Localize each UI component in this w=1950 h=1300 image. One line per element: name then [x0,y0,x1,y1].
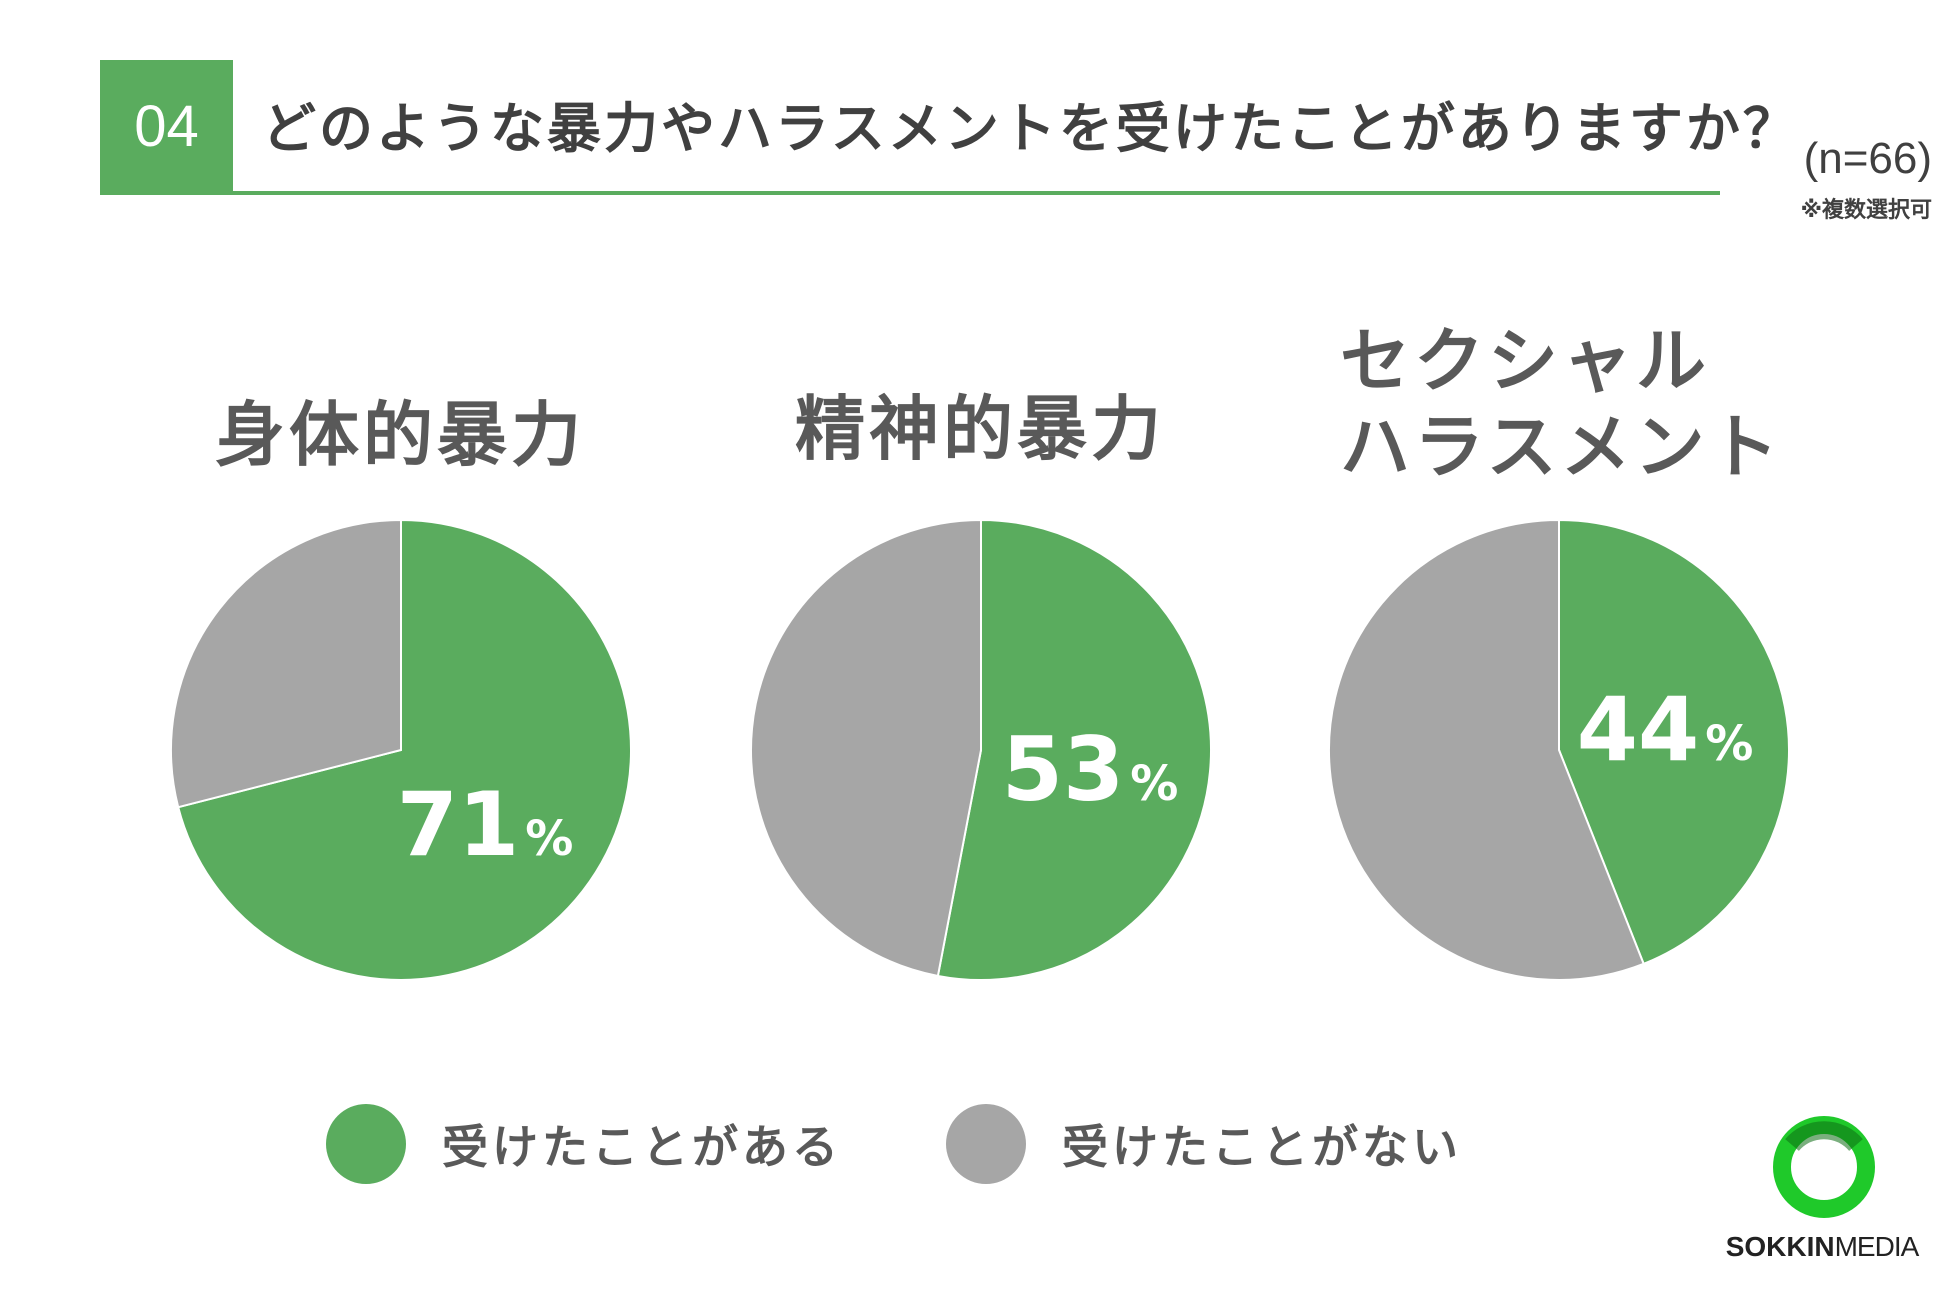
pie-data-label-unit: % [525,811,573,867]
pie-slice-not-experienced [170,518,402,809]
legend-item-experienced: 受けたことがある [326,1104,842,1184]
pie-title-line: ハラスメント [1340,406,1783,488]
legend-label: 受けたことがない [1062,1120,1462,1174]
pie-title-line: セクシャル [1340,320,1710,402]
legend-swatch [946,1104,1026,1184]
logo-wordmark-regular: MEDIA [1834,1231,1920,1262]
logo-wordmark: SOKKINMEDIA [1722,1231,1922,1263]
sokkin-media-logo: SOKKINMEDIA [1722,1115,1922,1265]
pie-data-label: 53% [1002,718,1179,821]
multiple-choice-note: ※複数選択可 [1800,198,1932,223]
pie-sexual-harassment: 44% [1328,518,1791,981]
pie-physical: 71% [170,518,632,981]
pie-data-label: 44% [1577,678,1754,781]
pie-data-label-unit: % [1130,756,1178,812]
sample-size: (n=66) [1803,134,1932,183]
pie-slice-not-experienced [1328,518,1645,981]
pie-data-label-value: 53 [1002,718,1124,821]
question-number-badge: 04 [100,60,233,193]
pie-title-sexual-harassment: セクシャル ハラスメント [1320,318,1800,490]
title-underline [100,191,1720,195]
pie-data-label: 71% [397,773,574,876]
pie-slice-experienced [177,518,632,981]
pie-title-physical: 身体的暴力 [200,392,600,478]
pie-slice-experienced [936,518,1212,981]
legend-label: 受けたことがある [442,1120,842,1174]
pie-title-mental: 精神的暴力 [780,386,1180,472]
pie-title-line: 身体的暴力 [215,394,585,476]
logo-ring-icon [1773,1116,1875,1218]
logo-wordmark-bold: SOKKIN [1725,1231,1835,1262]
pie-data-label-value: 71 [397,773,519,876]
pie-data-label-value: 44 [1577,678,1699,781]
pie-title-line: 精神的暴力 [795,388,1165,470]
question-title: どのような暴力やハラスメントを受けたことがありますか？ [262,97,1800,160]
pie-data-label-unit: % [1705,716,1753,772]
pie-slice-experienced [1558,518,1791,966]
legend-item-not-experienced: 受けたことがない [946,1104,1462,1184]
pie-slice-not-experienced [750,518,982,978]
pie-mental: 53% [750,518,1212,981]
legend-swatch [326,1104,406,1184]
